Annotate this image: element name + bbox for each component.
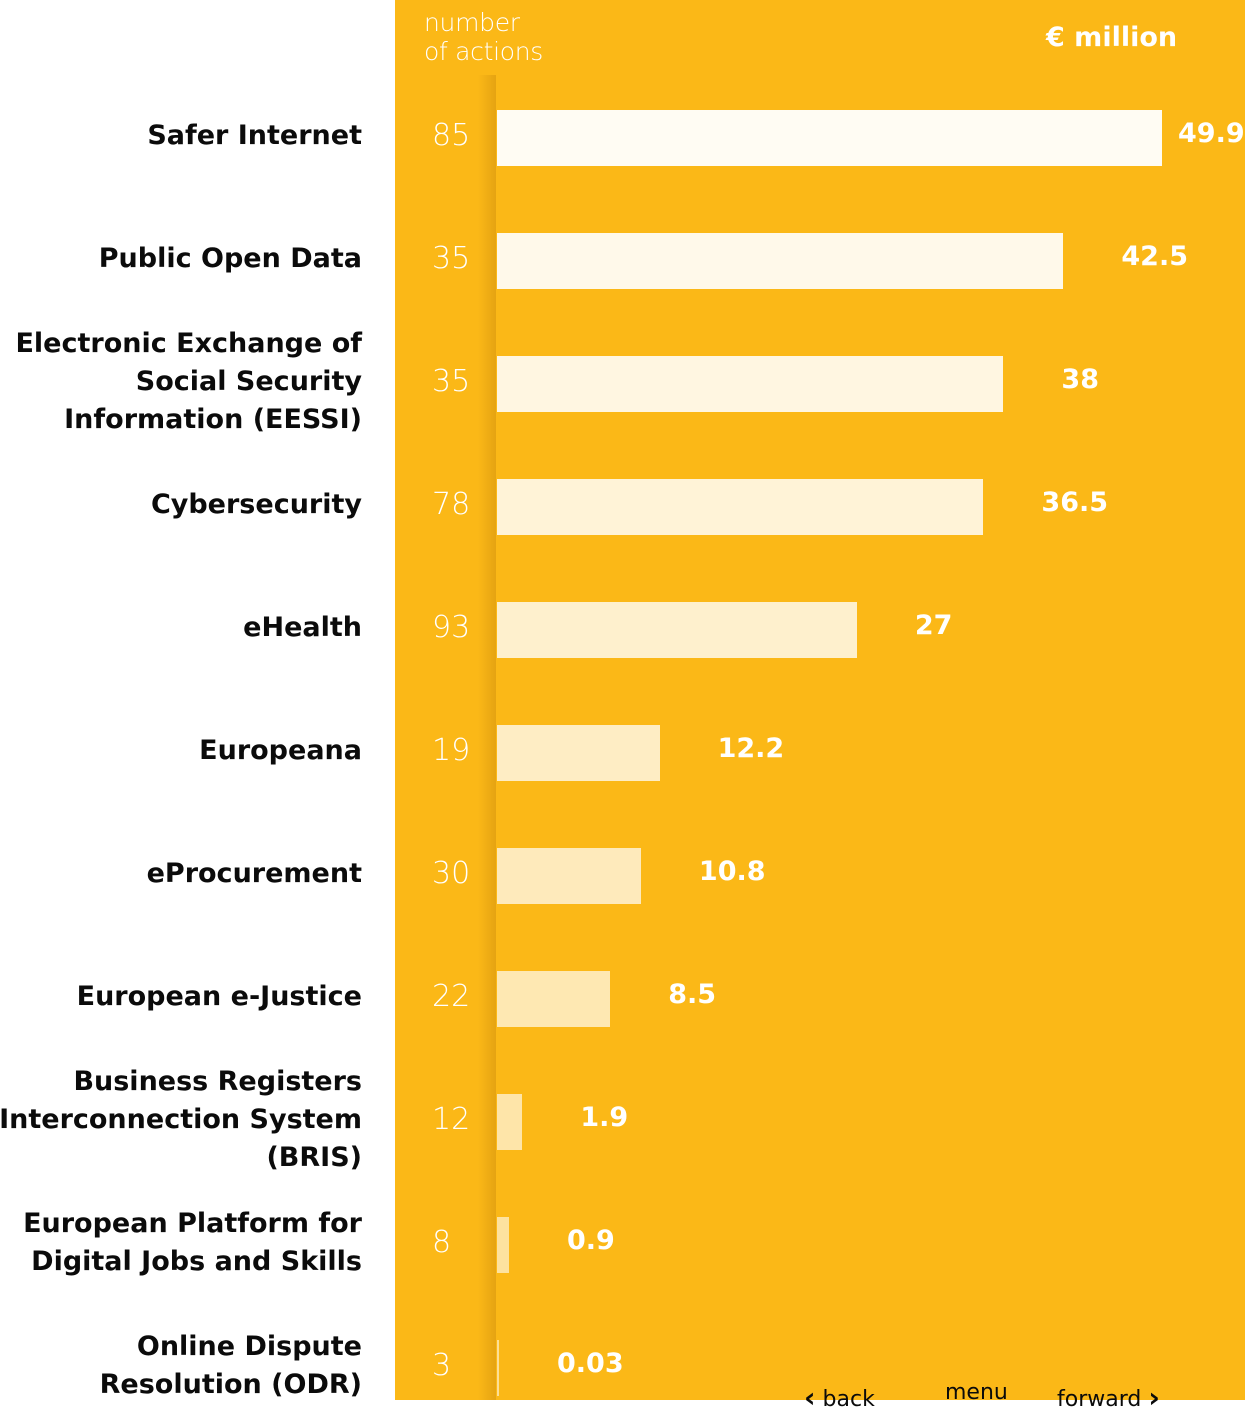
- page-navigation: ‹ back menu forward ›: [800, 1374, 1245, 1414]
- actions-count: 85: [432, 118, 471, 153]
- menu-link[interactable]: menu: [945, 1380, 1008, 1405]
- actions-count: 22: [432, 979, 471, 1014]
- chart-panel: [395, 0, 1245, 1400]
- value-label: 0.03: [557, 1348, 624, 1379]
- category-label: European e-Justice: [76, 981, 362, 1012]
- axis-shadow: [478, 75, 496, 1400]
- value-bar: [497, 602, 857, 658]
- value-label: 1.9: [580, 1102, 629, 1133]
- value-label: 8.5: [668, 979, 717, 1010]
- category-label: Online Dispute Resolution (ODR): [99, 1331, 362, 1400]
- category-label: Electronic Exchange of Social Security I…: [15, 328, 362, 435]
- value-bar: [497, 1217, 509, 1273]
- chevron-left-icon: ‹: [804, 1381, 816, 1414]
- value-label: 42.5: [1121, 241, 1188, 272]
- value-label: 10.8: [698, 856, 766, 887]
- category-label: Europeana: [199, 735, 362, 766]
- chevron-right-icon: ›: [1148, 1381, 1160, 1414]
- value-bar: [497, 971, 611, 1027]
- value-bar: [497, 1094, 523, 1150]
- actions-count: 3: [432, 1348, 452, 1383]
- actions-count: 35: [432, 364, 471, 399]
- actions-count: 35: [432, 241, 471, 276]
- actions-count: 93: [432, 610, 471, 645]
- value-label: 27: [914, 610, 953, 641]
- category-label: European Platform for Digital Jobs and S…: [23, 1208, 362, 1277]
- value-label: 38: [1061, 364, 1099, 395]
- value-bar: [497, 1340, 499, 1396]
- value-label: 36.5: [1041, 487, 1109, 518]
- actions-count: 19: [432, 733, 471, 768]
- back-link[interactable]: ‹ back: [804, 1380, 875, 1414]
- category-label: Safer Internet: [147, 120, 362, 151]
- actions-column-header: number of actions: [424, 8, 544, 66]
- actions-count: 30: [432, 856, 471, 891]
- category-label: eHealth: [243, 612, 362, 643]
- value-label: 0.9: [566, 1225, 615, 1256]
- value-bar: [497, 233, 1064, 289]
- value-bar: [497, 356, 1004, 412]
- actions-count: 78: [432, 487, 471, 522]
- category-label: eProcurement: [146, 858, 362, 889]
- value-bar: [497, 848, 641, 904]
- category-label: Business Registers Interconnection Syste…: [0, 1066, 362, 1173]
- category-label: Cybersecurity: [150, 489, 362, 520]
- actions-count: 8: [432, 1225, 452, 1260]
- value-bar: [497, 479, 984, 535]
- value-label: 49.9: [1178, 118, 1245, 149]
- forward-link[interactable]: forward ›: [1057, 1380, 1160, 1414]
- actions-count: 12: [432, 1102, 471, 1137]
- value-bar: [497, 110, 1162, 166]
- category-label: Public Open Data: [98, 243, 362, 274]
- value-column-header: € million: [1046, 22, 1178, 53]
- value-label: 12.2: [717, 733, 785, 764]
- value-bar: [497, 725, 660, 781]
